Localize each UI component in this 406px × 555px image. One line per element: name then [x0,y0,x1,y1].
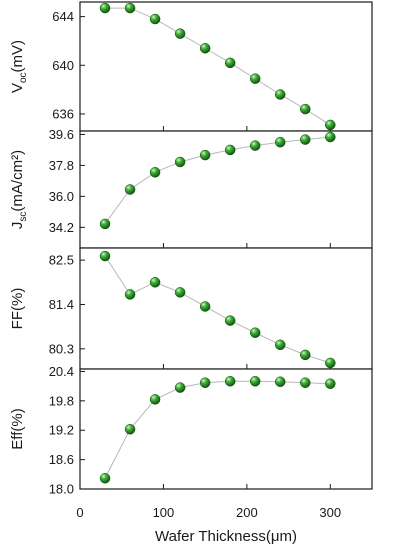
data-point [325,119,336,131]
y-tick-label: 18.6 [49,452,74,467]
panel-2: 34.2 36.0 37.8 39.6 Jsc(mA/cm²) [9,127,373,249]
panel-3: 80.3 81.4 82.5 FF(%) [9,247,373,370]
data-point [199,149,211,161]
y-axis-title-unit: (mA/cm²) [9,150,26,212]
data-point [124,184,136,195]
data-point [124,289,136,300]
y-axis-title: FF(%) [9,288,26,330]
y-axis-title-main: J [9,222,26,230]
data-point [224,144,236,156]
data-point [149,167,161,178]
series-line [104,380,331,479]
data-point [274,339,286,351]
data-point [174,287,186,298]
data-point [99,250,111,262]
y-tick-label: 19.8 [49,393,74,408]
y-axis-title: Jsc(mA/cm²) [9,150,29,229]
data-point [199,301,211,312]
y-tick-label: 34.2 [49,220,74,235]
data-point [149,13,161,25]
data-point [124,2,136,14]
y-axis-title: Eff(%) [9,408,26,449]
panel-1: 636 640 644 Voc(mV) [9,1,373,132]
y-axis-title-unit: (mV) [9,40,26,73]
y-tick-label: 636 [52,106,74,121]
series-line [104,136,331,225]
y-tick-label: 36.0 [49,189,74,204]
data-point [274,136,286,148]
data-point [249,73,261,84]
data-point [149,277,161,288]
y-axis-title-sub: oc [18,72,29,83]
data-point [224,375,236,387]
data-point [325,357,336,369]
series-line [104,255,331,364]
data-point [99,218,111,230]
panels-layer: 636 640 644 Voc(mV) 34.2 36.0 37.8 39.6 Jsc(mA/c… [9,1,373,545]
y-tick-label: 19.2 [49,423,74,438]
y-tick-label: 20.4 [49,364,74,379]
y-axis-title-sub: sc [18,212,29,222]
x-axis-title: Wafer Thickness(μm) [155,528,297,545]
data-point [300,103,311,115]
data-point [249,375,261,387]
x-tick-label: 300 [319,505,341,520]
panel-frame [79,247,373,370]
data-point [199,377,211,388]
data-point [249,140,261,151]
data-point [174,28,186,39]
panel-frame [79,1,373,132]
data-point [124,423,136,435]
y-axis-title: Voc(mV) [9,40,29,93]
y-axis-title-main: V [9,83,26,93]
panel-4: 18.0 18.6 19.2 19.8 20.4 0 100 200 300 Wafer Thic… [9,364,373,545]
x-tick-label: 200 [236,505,258,520]
data-point [274,376,286,387]
data-point [174,382,186,393]
y-tick-label: 82.5 [49,253,74,268]
data-point [325,131,336,143]
y-tick-label: 81.4 [49,297,74,312]
data-point [149,394,161,405]
y-tick-label: 37.8 [49,158,74,173]
x-tick-label: 100 [153,505,175,520]
data-point [249,327,261,338]
data-point [99,2,111,14]
y-tick-label: 18.0 [49,482,74,497]
data-point [99,472,111,484]
y-tick-label: 39.6 [49,127,74,142]
y-tick-label: 80.3 [49,341,74,356]
data-point [300,349,311,361]
series-line [105,7,331,126]
data-point [224,57,236,69]
data-point [300,134,311,145]
data-point [224,315,236,326]
y-tick-label: 640 [52,58,74,73]
data-point [300,377,311,388]
y-tick-label: 644 [52,9,74,24]
x-tick-label: 0 [76,505,83,520]
data-point [274,89,286,100]
data-point [325,378,336,389]
data-point [174,156,186,168]
data-point [199,42,211,54]
